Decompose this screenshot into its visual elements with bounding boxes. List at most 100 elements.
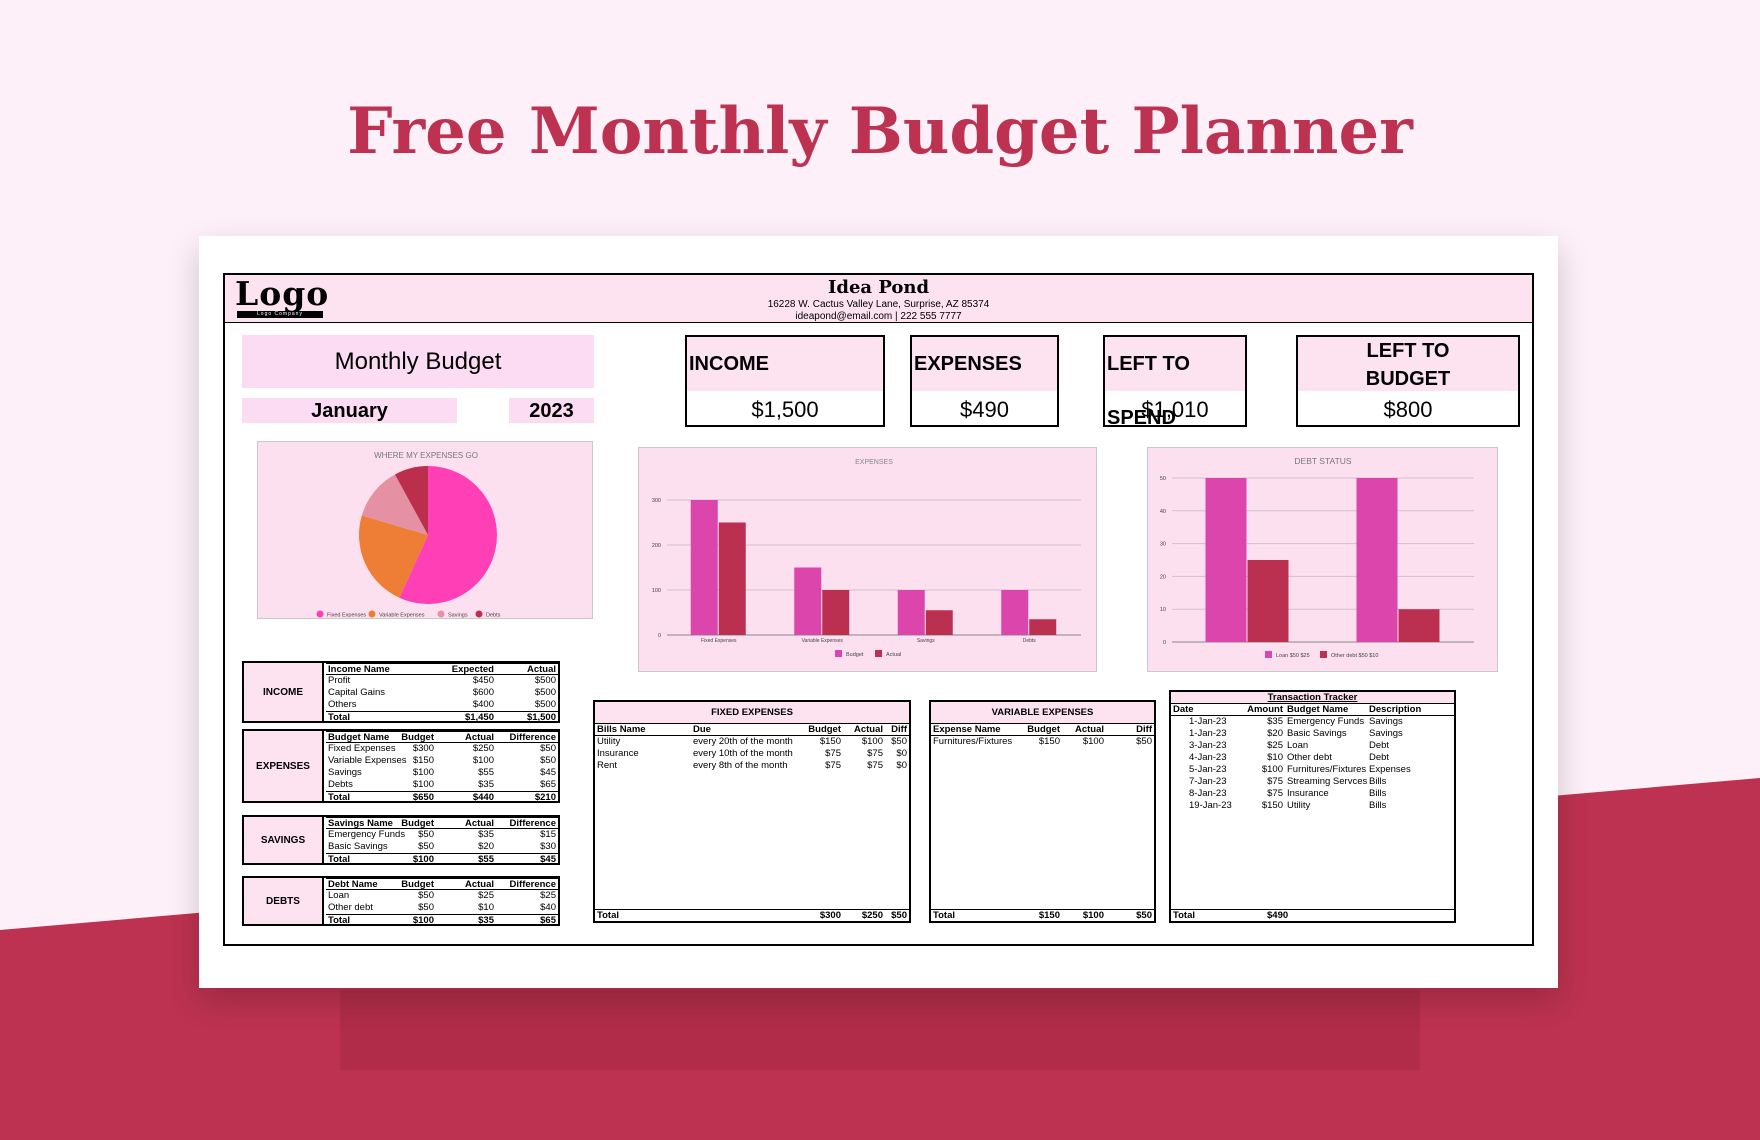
table-cell: $15 <box>540 829 556 840</box>
table-row: Insurance every 10th of the month $75 $75 $0 <box>595 748 909 760</box>
table-row: Rent every 8th of the month $75 $75 $0 <box>595 760 909 772</box>
table-cell: Streaming Servces <box>1287 776 1368 787</box>
table-cell: Savings <box>328 767 362 778</box>
table-cell: Savings <box>1369 728 1403 739</box>
table-row: Others $400 $500 <box>326 699 558 711</box>
table-cell: Description <box>1369 704 1422 715</box>
table-cell: Budget <box>401 818 434 829</box>
pie-slice-variable-expenses <box>359 515 428 598</box>
bar-budget-loan <box>1205 478 1247 642</box>
table-row: Emergency Funds $50 $35 $15 <box>326 829 558 841</box>
bar-budget-variable-expenses <box>794 567 822 635</box>
y-tick-label: 10 <box>1160 607 1166 613</box>
bar-actual-debts <box>1029 619 1057 635</box>
table-cell: Bills <box>1369 800 1387 811</box>
table-cell: $500 <box>534 699 556 710</box>
table-cell: Debts <box>328 779 353 790</box>
table-cell: $250 <box>472 743 494 754</box>
table-cell: Emergency Funds <box>1287 716 1365 727</box>
y-tick-label: 50 <box>1160 476 1166 482</box>
table-cell: $400 <box>472 699 494 710</box>
pie-slice-fixed-expenses <box>399 466 497 604</box>
table-header: Bills Name Due Budget Actual Diff <box>595 724 909 736</box>
fixed-expenses-table: FIXED EXPENSES Bills Name Due Budget Actual… <box>593 700 911 923</box>
table-row: 7-Jan-23 $75 Streaming Servces Bills <box>1171 776 1454 788</box>
bar-actual-loan <box>1247 560 1289 642</box>
table-cell: $35 <box>478 779 494 790</box>
table-cell: $50 <box>418 890 434 901</box>
table-cell: $50 <box>540 743 556 754</box>
table-total-row: Total $100 $55 $45 <box>326 853 558 865</box>
bar-chart-debt-status: DEBT STATUS 0 10 20 30 40 50 Loan $50 $25 Other … <box>1147 447 1498 672</box>
table-cell: Total <box>328 712 350 723</box>
kpi-label: LEFT TO BUDGET <box>1298 337 1518 391</box>
table-cell: Total <box>328 854 350 865</box>
y-tick-label: 0 <box>1163 640 1166 646</box>
x-tick-label: Fixed Expenses <box>701 638 737 644</box>
table-cell: $45 <box>540 767 556 778</box>
kpi-value: $490 <box>960 397 1009 422</box>
table-cell: $250 <box>861 910 883 921</box>
table-cell: $100 <box>1082 736 1104 747</box>
income-table-body: Income Name Expected Actual Profit $450 $500 C… <box>326 663 558 723</box>
table-cell: Profit <box>328 675 351 686</box>
table-cell: Budget <box>808 724 841 735</box>
table-cell: $490 <box>1267 910 1289 921</box>
legend-swatch <box>835 650 842 657</box>
table-cell: $65 <box>540 779 556 790</box>
legend-label: Budget <box>846 652 864 658</box>
legend-label: Fixed Expenses <box>327 613 366 619</box>
table-cell: Difference <box>509 732 556 743</box>
table-cell: $100 <box>472 755 494 766</box>
table-cell: every 8th of the month <box>693 760 788 771</box>
table-cell: Loan <box>1287 740 1309 751</box>
table-cell: $10 <box>478 902 494 913</box>
legend-swatch <box>437 610 445 618</box>
year-field[interactable]: 2023 <box>509 398 594 423</box>
table-cell: $100 <box>861 736 883 747</box>
legend-label: Other debt $50 $10 <box>1331 653 1378 659</box>
legend-swatch <box>1320 651 1327 658</box>
expenses-table-body: Budget Name Budget Actual Difference Fixed E… <box>326 731 558 803</box>
kpi-label: INCOME <box>687 337 883 391</box>
table-cell: $300 <box>819 910 841 921</box>
table-cell: $75 <box>1267 788 1283 799</box>
legend-swatch <box>1265 651 1272 658</box>
transaction-tracker: Transaction Tracker Date Amount Budget Nam… <box>1169 690 1456 923</box>
savings-table-label: SAVINGS <box>244 817 324 863</box>
bar-actual-fixed-expenses <box>718 522 746 635</box>
table-cell: 1-Jan-23 <box>1189 728 1227 739</box>
total-row: Total $300 $250 $50 <box>595 910 909 922</box>
legend-swatch <box>368 610 376 618</box>
table-cell: $50 <box>418 841 434 852</box>
table-cell: 7-Jan-23 <box>1189 776 1227 787</box>
table-header: Debt Name Budget Actual Difference <box>326 878 558 890</box>
table-cell: $75 <box>825 748 841 759</box>
table-cell: Total <box>328 915 350 926</box>
total-row: Total $150 $100 $50 <box>931 910 1154 922</box>
table-cell: Total <box>1173 910 1195 921</box>
debts-table-body: Debt Name Budget Actual Difference Loan $50 $2… <box>326 878 558 926</box>
legend-label: Variable Expenses <box>379 613 425 619</box>
table-cell: $150 <box>1261 800 1283 811</box>
variable-expenses-table: VARIABLE EXPENSES Expense Name Budget Actu… <box>929 700 1156 923</box>
table-row: Profit $450 $500 <box>326 675 558 687</box>
legend-label: Debts <box>486 613 501 619</box>
company-address: 16228 W. Cactus Valley Lane, Surprise, A… <box>767 299 990 310</box>
table-cell: Actual <box>464 818 494 829</box>
table-row: 19-Jan-23 $150 Utility Bills <box>1171 800 1454 812</box>
table-cell: $50 <box>1136 736 1152 747</box>
table-header: Budget Name Budget Actual Difference <box>326 731 558 743</box>
month-field[interactable]: January <box>242 398 457 423</box>
table-cell: Actual <box>464 732 494 743</box>
debts-table: DEBTS Debt Name Budget Actual Difference Loa… <box>242 876 560 926</box>
table-cell: Expected <box>451 664 494 675</box>
table-cell: Loan <box>328 890 350 901</box>
y-tick-label: 100 <box>652 588 661 594</box>
table-cell: $75 <box>825 760 841 771</box>
table-cell: Variable Expenses <box>328 755 407 766</box>
company-name: Idea Pond <box>827 277 930 298</box>
table-cell: $100 <box>412 779 434 790</box>
table-cell: $50 <box>1136 910 1152 921</box>
table-cell: $25 <box>1267 740 1283 751</box>
